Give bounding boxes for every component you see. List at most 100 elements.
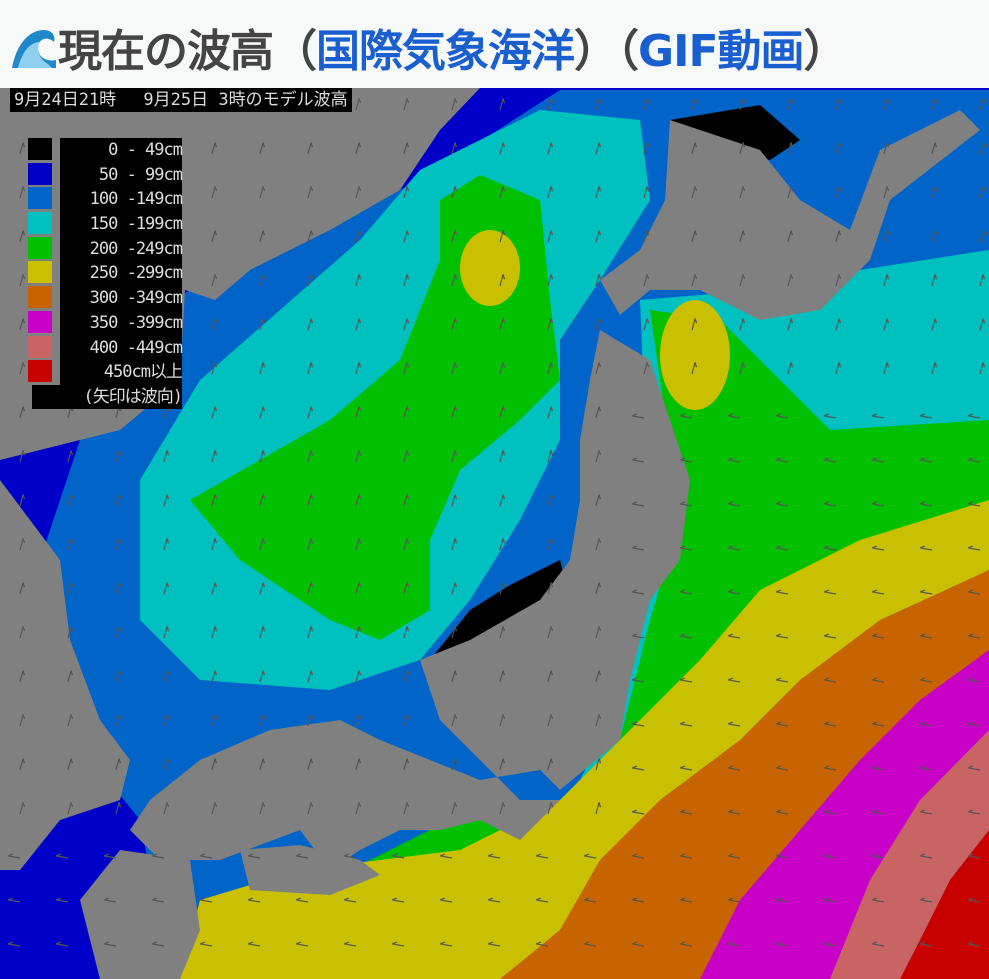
- wave-direction-arrow: [199, 897, 213, 903]
- wave-direction-arrow: [19, 802, 26, 815]
- wave-direction-arrow: [451, 186, 458, 199]
- wave-direction-arrow: [547, 318, 554, 331]
- legend-swatch: [28, 236, 52, 259]
- wave-direction-arrow: [739, 142, 746, 155]
- wave-direction-arrow: [19, 318, 26, 331]
- wave-direction-arrow: [823, 677, 837, 683]
- wave-direction-arrow: [631, 545, 645, 551]
- wave-direction-arrow: [355, 98, 362, 111]
- wave-direction-arrow: [631, 765, 645, 771]
- wave-direction-arrow: [979, 230, 986, 243]
- wave-direction-arrow: [307, 450, 314, 463]
- wave-direction-arrow: [679, 589, 693, 595]
- wave-direction-arrow: [355, 494, 362, 507]
- wave-direction-arrow: [919, 809, 933, 815]
- wave-direction-arrow: [535, 897, 549, 903]
- wave-direction-arrow: [499, 714, 506, 727]
- wave-direction-arrow: [547, 626, 554, 639]
- wave-direction-arrow: [19, 186, 26, 199]
- wave-direction-arrow: [727, 809, 741, 815]
- wave-direction-arrow: [163, 758, 170, 771]
- wave-direction-arrow: [919, 413, 933, 419]
- wave-direction-arrow: [919, 765, 933, 771]
- link-kokusai-kishou-kaiyou[interactable]: 国際気象海洋: [316, 26, 575, 77]
- wave-direction-arrow: [931, 98, 938, 111]
- wave-direction-arrow: [679, 809, 693, 815]
- wave-direction-arrow: [403, 274, 410, 287]
- wave-direction-arrow: [19, 538, 26, 551]
- wave-direction-arrow: [403, 758, 410, 771]
- wave-direction-arrow: [343, 853, 357, 859]
- wave-direction-arrow: [115, 758, 122, 771]
- wave-direction-arrow: [355, 142, 362, 155]
- wave-direction-arrow: [403, 406, 410, 419]
- legend-label: 300 -349cm: [60, 286, 183, 311]
- wave-direction-arrow: [259, 450, 266, 463]
- wave-direction-arrow: [343, 897, 357, 903]
- wave-direction-arrow: [67, 494, 74, 507]
- wave-direction-arrow: [67, 714, 74, 727]
- wave-direction-arrow: [979, 98, 986, 111]
- wave-direction-arrow: [391, 853, 405, 859]
- wave-direction-arrow: [691, 98, 698, 111]
- wave-direction-arrow: [919, 677, 933, 683]
- link-gif-animation[interactable]: GIF動画: [638, 26, 805, 77]
- wave-direction-arrow: [403, 450, 410, 463]
- wave-direction-arrow: [547, 274, 554, 287]
- wave-direction-arrow: [67, 582, 74, 595]
- wave-direction-arrow: [211, 186, 218, 199]
- wave-direction-arrow: [55, 853, 69, 859]
- land-shikoku: [240, 845, 380, 895]
- wave-direction-arrow: [499, 362, 506, 375]
- wave-direction-arrow: [787, 274, 794, 287]
- wave-direction-arrow: [115, 538, 122, 551]
- wave-direction-arrow: [967, 633, 981, 639]
- wave-direction-arrow: [547, 142, 554, 155]
- wave-direction-arrow: [595, 274, 602, 287]
- wave-direction-arrow: [259, 670, 266, 683]
- wave-direction-arrow: [259, 494, 266, 507]
- wave-direction-arrow: [919, 633, 933, 639]
- legend-item: 0 - 49cm: [28, 138, 183, 163]
- wave-direction-arrow: [307, 230, 314, 243]
- wave-direction-arrow: [307, 582, 314, 595]
- wave-direction-arrow: [19, 758, 26, 771]
- wave-direction-arrow: [439, 897, 453, 903]
- wave-direction-arrow: [967, 941, 981, 947]
- wave-direction-arrow: [7, 897, 21, 903]
- wave-direction-arrow: [871, 545, 885, 551]
- land-honshu: [130, 330, 690, 870]
- wave-direction-arrow: [547, 538, 554, 551]
- wave-direction-arrow: [211, 274, 218, 287]
- wave-direction-arrow: [595, 406, 602, 419]
- wave-direction-arrow: [883, 318, 890, 331]
- wave-direction-arrow: [823, 809, 837, 815]
- wave-direction-arrow: [691, 230, 698, 243]
- wave-direction-arrow: [967, 501, 981, 507]
- wave-direction-arrow: [727, 413, 741, 419]
- wave-direction-arrow: [919, 721, 933, 727]
- wave-direction-arrow: [727, 897, 741, 903]
- wave-direction-arrow: [499, 274, 506, 287]
- wave-direction-arrow: [739, 362, 746, 375]
- wave-direction-arrow: [643, 318, 650, 331]
- wave-direction-arrow: [679, 457, 693, 463]
- wave-direction-arrow: [499, 142, 506, 155]
- wave-direction-arrow: [163, 626, 170, 639]
- wave-direction-arrow: [343, 941, 357, 947]
- wave-direction-arrow: [247, 853, 261, 859]
- wave-direction-arrow: [355, 670, 362, 683]
- wave-direction-arrow: [679, 721, 693, 727]
- wave-direction-arrow: [199, 853, 213, 859]
- wave-direction-arrow: [307, 494, 314, 507]
- legend-item: 150 -199cm: [28, 212, 183, 237]
- wave-direction-arrow: [451, 230, 458, 243]
- wave-direction-arrow: [871, 589, 885, 595]
- wave-direction-arrow: [883, 230, 890, 243]
- wave-direction-arrow: [355, 758, 362, 771]
- wave-direction-arrow: [643, 142, 650, 155]
- wave-direction-arrow: [451, 318, 458, 331]
- wave-direction-arrow: [307, 186, 314, 199]
- wave-direction-arrow: [247, 941, 261, 947]
- wave-direction-arrow: [631, 853, 645, 859]
